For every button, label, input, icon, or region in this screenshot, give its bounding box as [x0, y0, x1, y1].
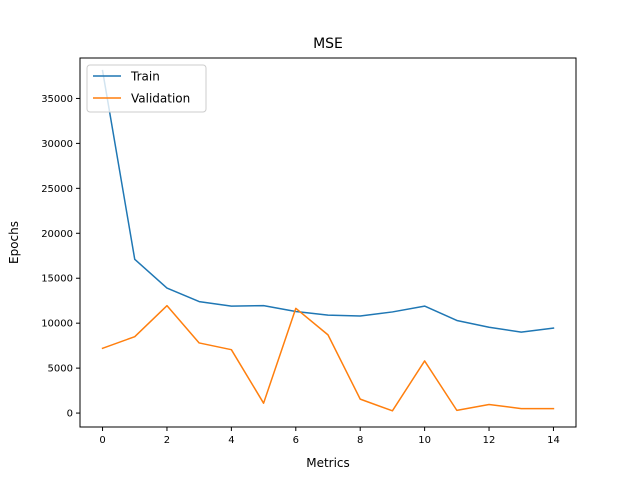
legend: Train Validation — [86, 64, 207, 113]
x-tick-label: 0 — [99, 435, 105, 446]
x-tick-label: 4 — [228, 435, 234, 446]
series-line-train — [101, 69, 555, 333]
x-tick-label: 14 — [547, 435, 560, 446]
legend-label-validation: Validation — [131, 92, 190, 106]
y-tick-label: 10000 — [41, 319, 73, 330]
y-tick-label: 15000 — [41, 274, 73, 285]
x-tick-label: 6 — [293, 435, 299, 446]
x-tick-label: 2 — [164, 435, 170, 446]
x-tick-label: 12 — [483, 435, 496, 446]
chart-title: MSE — [313, 36, 343, 52]
y-tick-label: 20000 — [41, 229, 73, 240]
y-axis-label: Epochs — [7, 221, 21, 264]
y-tick-label: 25000 — [41, 184, 73, 195]
legend-label-train: Train — [130, 70, 160, 84]
series-line-validation — [101, 304, 555, 412]
y-tick-label: 35000 — [41, 94, 73, 105]
x-tick-label: 8 — [357, 435, 363, 446]
x-axis-label: Metrics — [306, 456, 350, 470]
y-tick-label: 5000 — [48, 364, 73, 375]
y-tick-label: 30000 — [41, 139, 73, 150]
plot-frame — [79, 57, 577, 428]
x-axis-ticks: 0 2 4 6 8 10 12 14 — [99, 427, 560, 446]
plot-layer — [101, 69, 555, 412]
y-axis-ticks: 0 5000 10000 15000 20000 25000 30000 35000 — [41, 94, 80, 420]
x-tick-label: 10 — [418, 435, 431, 446]
y-tick-label: 0 — [67, 409, 73, 420]
